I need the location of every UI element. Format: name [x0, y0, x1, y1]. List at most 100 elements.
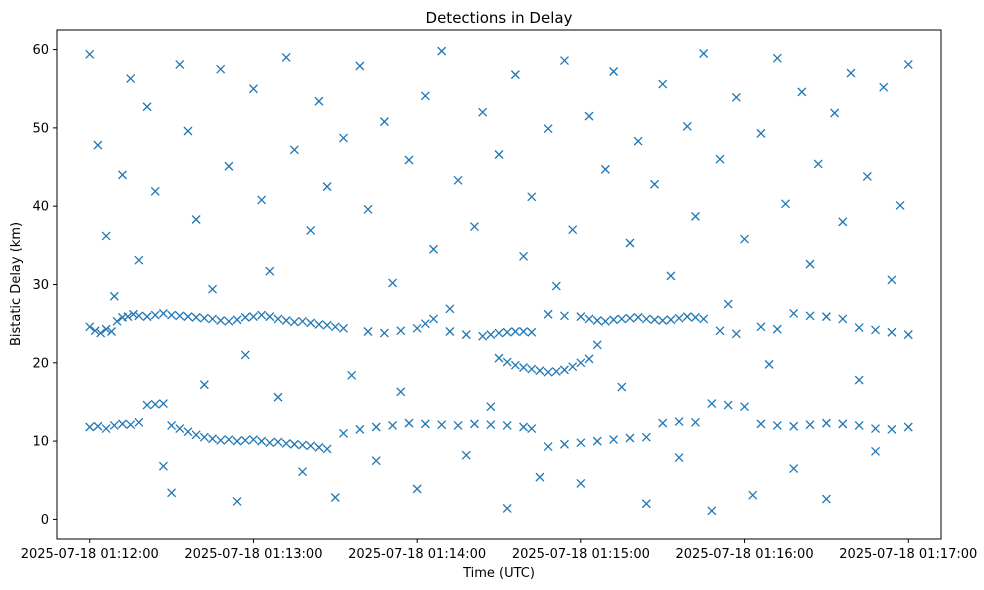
- data-point: [641, 314, 651, 324]
- data-point: [109, 291, 119, 301]
- data-point: [535, 366, 545, 376]
- data-point: [289, 439, 299, 449]
- data-point: [690, 211, 700, 221]
- data-point: [412, 323, 422, 333]
- data-point: [674, 313, 684, 323]
- data-point: [420, 91, 430, 101]
- data-point: [699, 314, 709, 324]
- data-point: [429, 244, 438, 254]
- data-point: [731, 329, 741, 339]
- data-point: [420, 319, 430, 329]
- data-point: [560, 311, 569, 321]
- data-point: [609, 67, 619, 76]
- data-point: [682, 312, 692, 322]
- data-point: [871, 325, 880, 335]
- data-point: [527, 192, 537, 202]
- data-point: [142, 400, 152, 410]
- data-point: [617, 382, 627, 392]
- x-tick-label: 2025-07-18 01:13:00: [184, 547, 322, 562]
- data-point: [551, 281, 561, 291]
- x-tick-label: 2025-07-18 01:15:00: [512, 547, 650, 562]
- data-point: [658, 79, 668, 89]
- y-tick-label: 10: [32, 435, 49, 450]
- data-point: [265, 266, 275, 276]
- data-point: [412, 484, 422, 494]
- data-point: [123, 312, 133, 322]
- data-point: [208, 314, 217, 324]
- data-point: [158, 461, 168, 471]
- data-point: [641, 499, 651, 509]
- data-point: [158, 309, 168, 318]
- data-point: [535, 472, 545, 482]
- data-point: [330, 322, 340, 332]
- data-point: [674, 453, 684, 463]
- data-point: [257, 195, 267, 205]
- data-point: [560, 439, 569, 449]
- data-point: [199, 380, 209, 390]
- data-point: [486, 402, 496, 412]
- data-point: [289, 317, 299, 327]
- x-tick-label: 2025-07-18 01:16:00: [676, 547, 814, 562]
- data-point: [519, 327, 529, 336]
- data-point: [740, 234, 750, 244]
- x-tick-label: 2025-07-18 01:12:00: [21, 547, 159, 562]
- data-point: [903, 59, 913, 69]
- data-point: [420, 419, 430, 429]
- data-point: [887, 275, 897, 285]
- data-point: [469, 222, 479, 232]
- data-point: [322, 444, 332, 454]
- data-point: [281, 439, 291, 448]
- data-point: [240, 435, 250, 445]
- data-point: [633, 136, 643, 146]
- data-point: [101, 324, 111, 334]
- data-point: [355, 61, 365, 71]
- data-point: [641, 432, 651, 442]
- data-point: [650, 315, 659, 325]
- data-point: [281, 316, 291, 325]
- data-point: [576, 312, 586, 322]
- data-point: [543, 309, 553, 319]
- data-point: [112, 316, 122, 326]
- data-point: [363, 327, 373, 336]
- data-point: [543, 367, 553, 377]
- data-point: [107, 327, 117, 336]
- y-tick-label: 20: [32, 356, 49, 371]
- data-point: [854, 420, 864, 430]
- data-point: [871, 446, 880, 456]
- data-point: [379, 328, 389, 338]
- data-point: [666, 271, 676, 281]
- data-point: [248, 84, 258, 94]
- data-point: [551, 366, 561, 376]
- data-point: [871, 424, 880, 434]
- data-point: [731, 92, 741, 102]
- data-point: [232, 436, 242, 446]
- data-point: [461, 450, 471, 460]
- data-point: [502, 420, 512, 430]
- data-point: [453, 175, 463, 185]
- data-point: [510, 70, 520, 80]
- data-point: [134, 417, 144, 427]
- data-point: [445, 327, 455, 336]
- data-point: [298, 440, 308, 450]
- data-point: [257, 436, 267, 446]
- data-point: [265, 438, 275, 448]
- data-point: [789, 309, 799, 318]
- data-point: [339, 323, 348, 333]
- data-point: [748, 490, 758, 500]
- data-point: [273, 314, 283, 324]
- data-point: [240, 350, 250, 360]
- data-point: [707, 399, 717, 408]
- data-markers: [85, 46, 913, 516]
- data-point: [101, 424, 111, 434]
- data-point: [625, 238, 635, 248]
- data-point: [772, 53, 782, 63]
- data-point: [314, 96, 324, 106]
- data-point: [854, 375, 864, 385]
- data-point: [519, 422, 529, 432]
- data-point: [600, 316, 610, 326]
- data-point: [576, 358, 586, 368]
- data-point: [821, 312, 831, 322]
- data-point: [379, 117, 389, 127]
- data-point: [355, 424, 365, 434]
- y-tick-label: 40: [32, 200, 49, 215]
